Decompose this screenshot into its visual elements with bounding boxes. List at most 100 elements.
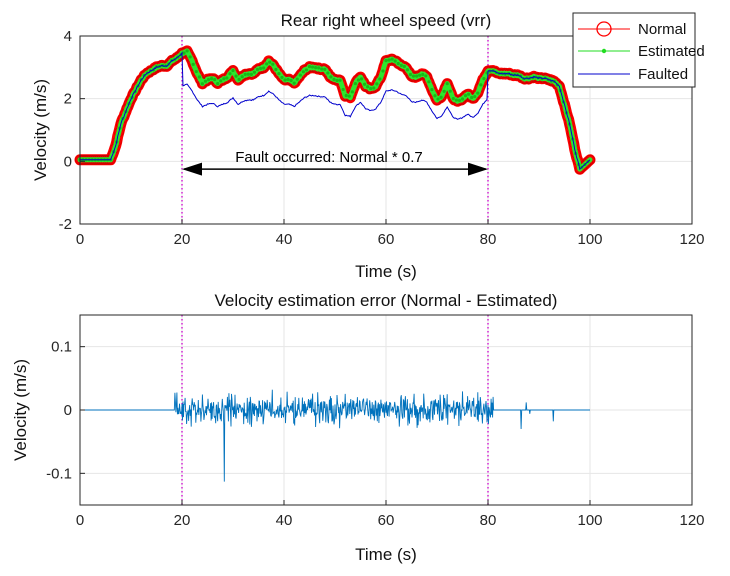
normal-marker (295, 70, 306, 80)
estimated-marker (262, 66, 266, 70)
estimated-marker (185, 49, 189, 53)
fault-arrow-left-head (182, 162, 202, 176)
fault-annotation-label: Fault occurred: Normal * 0.7 (235, 149, 423, 166)
estimated-marker (387, 58, 391, 62)
estimated-marker (301, 70, 305, 74)
estimated-marker (329, 75, 333, 79)
normal-marker (585, 154, 595, 165)
normal-marker (234, 74, 244, 85)
estimated-marker (237, 77, 241, 81)
estimated-marker (467, 92, 471, 96)
estimated-marker (353, 81, 357, 86)
bottom-ylabel: Velocity (m/s) (11, 359, 30, 461)
bottom-series (80, 389, 590, 482)
bottom-xtick-label: 0 (76, 512, 84, 529)
estimated-marker (292, 81, 296, 85)
normal-marker (552, 80, 563, 90)
estimated-marker (433, 94, 437, 98)
estimated-marker (347, 94, 351, 98)
estimated-marker (378, 77, 382, 81)
estimated-marker (405, 68, 410, 72)
top-ytick-label: -2 (59, 216, 72, 233)
estimated-marker (424, 74, 428, 78)
estimated-marker (393, 59, 397, 63)
estimated-marker (390, 57, 394, 61)
normal-marker (583, 156, 593, 167)
estimated-marker (310, 65, 315, 69)
top-xtick-label: 80 (480, 231, 497, 248)
estimated-marker (274, 67, 278, 72)
bottom-xtick-label: 40 (276, 512, 293, 529)
estimated-marker (298, 73, 302, 77)
estimated-marker (219, 79, 223, 83)
top-plot: Rear right wheel speed (vrr) Fault occur… (31, 11, 705, 281)
estimated-marker (332, 77, 336, 81)
estimated-marker (265, 62, 269, 66)
bottom-plot-title: Velocity estimation error (Normal - Esti… (215, 291, 558, 310)
estimated-marker (323, 67, 327, 71)
estimated-marker (375, 82, 379, 86)
estimated-marker (470, 95, 474, 100)
estimated-marker (421, 72, 425, 77)
estimated-marker (249, 72, 253, 76)
bottom-ytick-label: 0 (64, 402, 72, 419)
legend: Normal Estimated Faulted (572, 12, 705, 88)
top-xlabel: Time (s) (355, 262, 417, 281)
estimated-marker (384, 59, 388, 63)
estimated-marker (476, 91, 480, 95)
estimated-marker (252, 70, 257, 74)
estimated-marker (295, 77, 299, 81)
estimated-marker (228, 72, 232, 76)
estimated-marker (213, 77, 217, 82)
estimated-marker (286, 77, 290, 82)
estimated-marker (326, 71, 330, 75)
estimated-marker (188, 55, 192, 59)
bottom-xtick-label: 120 (679, 512, 704, 529)
estimated-marker (304, 68, 309, 72)
legend-normal-label: Normal (638, 21, 686, 38)
estimated-marker (209, 77, 214, 81)
normal-marker (354, 73, 365, 83)
estimated-marker (436, 97, 440, 101)
estimated-marker (359, 77, 364, 81)
estimated-marker (268, 60, 272, 64)
estimated-marker (197, 75, 201, 79)
top-xtick-label: 120 (679, 231, 704, 248)
top-xtick-label: 20 (174, 231, 191, 248)
estimated-marker (369, 86, 373, 91)
estimated-marker (356, 78, 361, 82)
estimated-marker (460, 97, 465, 101)
legend-normal-marker (596, 21, 612, 37)
bottom-xtick-label: 100 (577, 512, 602, 529)
legend-box (572, 12, 696, 88)
estimated-marker (271, 62, 275, 66)
bottom-xtick-label: 80 (480, 512, 497, 529)
normal-marker (581, 158, 591, 169)
legend-estimated-marker (601, 48, 607, 54)
estimated-marker (442, 89, 446, 93)
estimated-marker (320, 67, 324, 71)
estimated-marker (225, 76, 229, 80)
top-xtick-label: 60 (378, 231, 395, 248)
estimated-marker (277, 72, 281, 76)
estimated-marker (350, 90, 354, 94)
estimated-marker (182, 51, 186, 55)
estimated-marker (479, 83, 483, 87)
top-ytick-label: 0 (64, 153, 72, 170)
bottom-ytick-label: -0.1 (46, 465, 72, 482)
estimated-marker (231, 68, 235, 73)
estimated-marker (427, 80, 431, 84)
estimated-marker (430, 87, 434, 92)
top-xtick-label: 0 (76, 231, 84, 248)
estimated-marker (283, 78, 287, 82)
estimated-marker (344, 93, 348, 98)
estimated-marker (200, 82, 204, 86)
estimated-marker (415, 74, 419, 78)
estimated-marker (454, 98, 458, 102)
estimated-marker (258, 66, 263, 71)
estimated-marker (399, 63, 403, 67)
fault-annotation: Fault occurred: Normal * 0.7 (182, 149, 488, 176)
estimated-marker (411, 74, 416, 78)
legend-faulted-label: Faulted (638, 66, 688, 83)
